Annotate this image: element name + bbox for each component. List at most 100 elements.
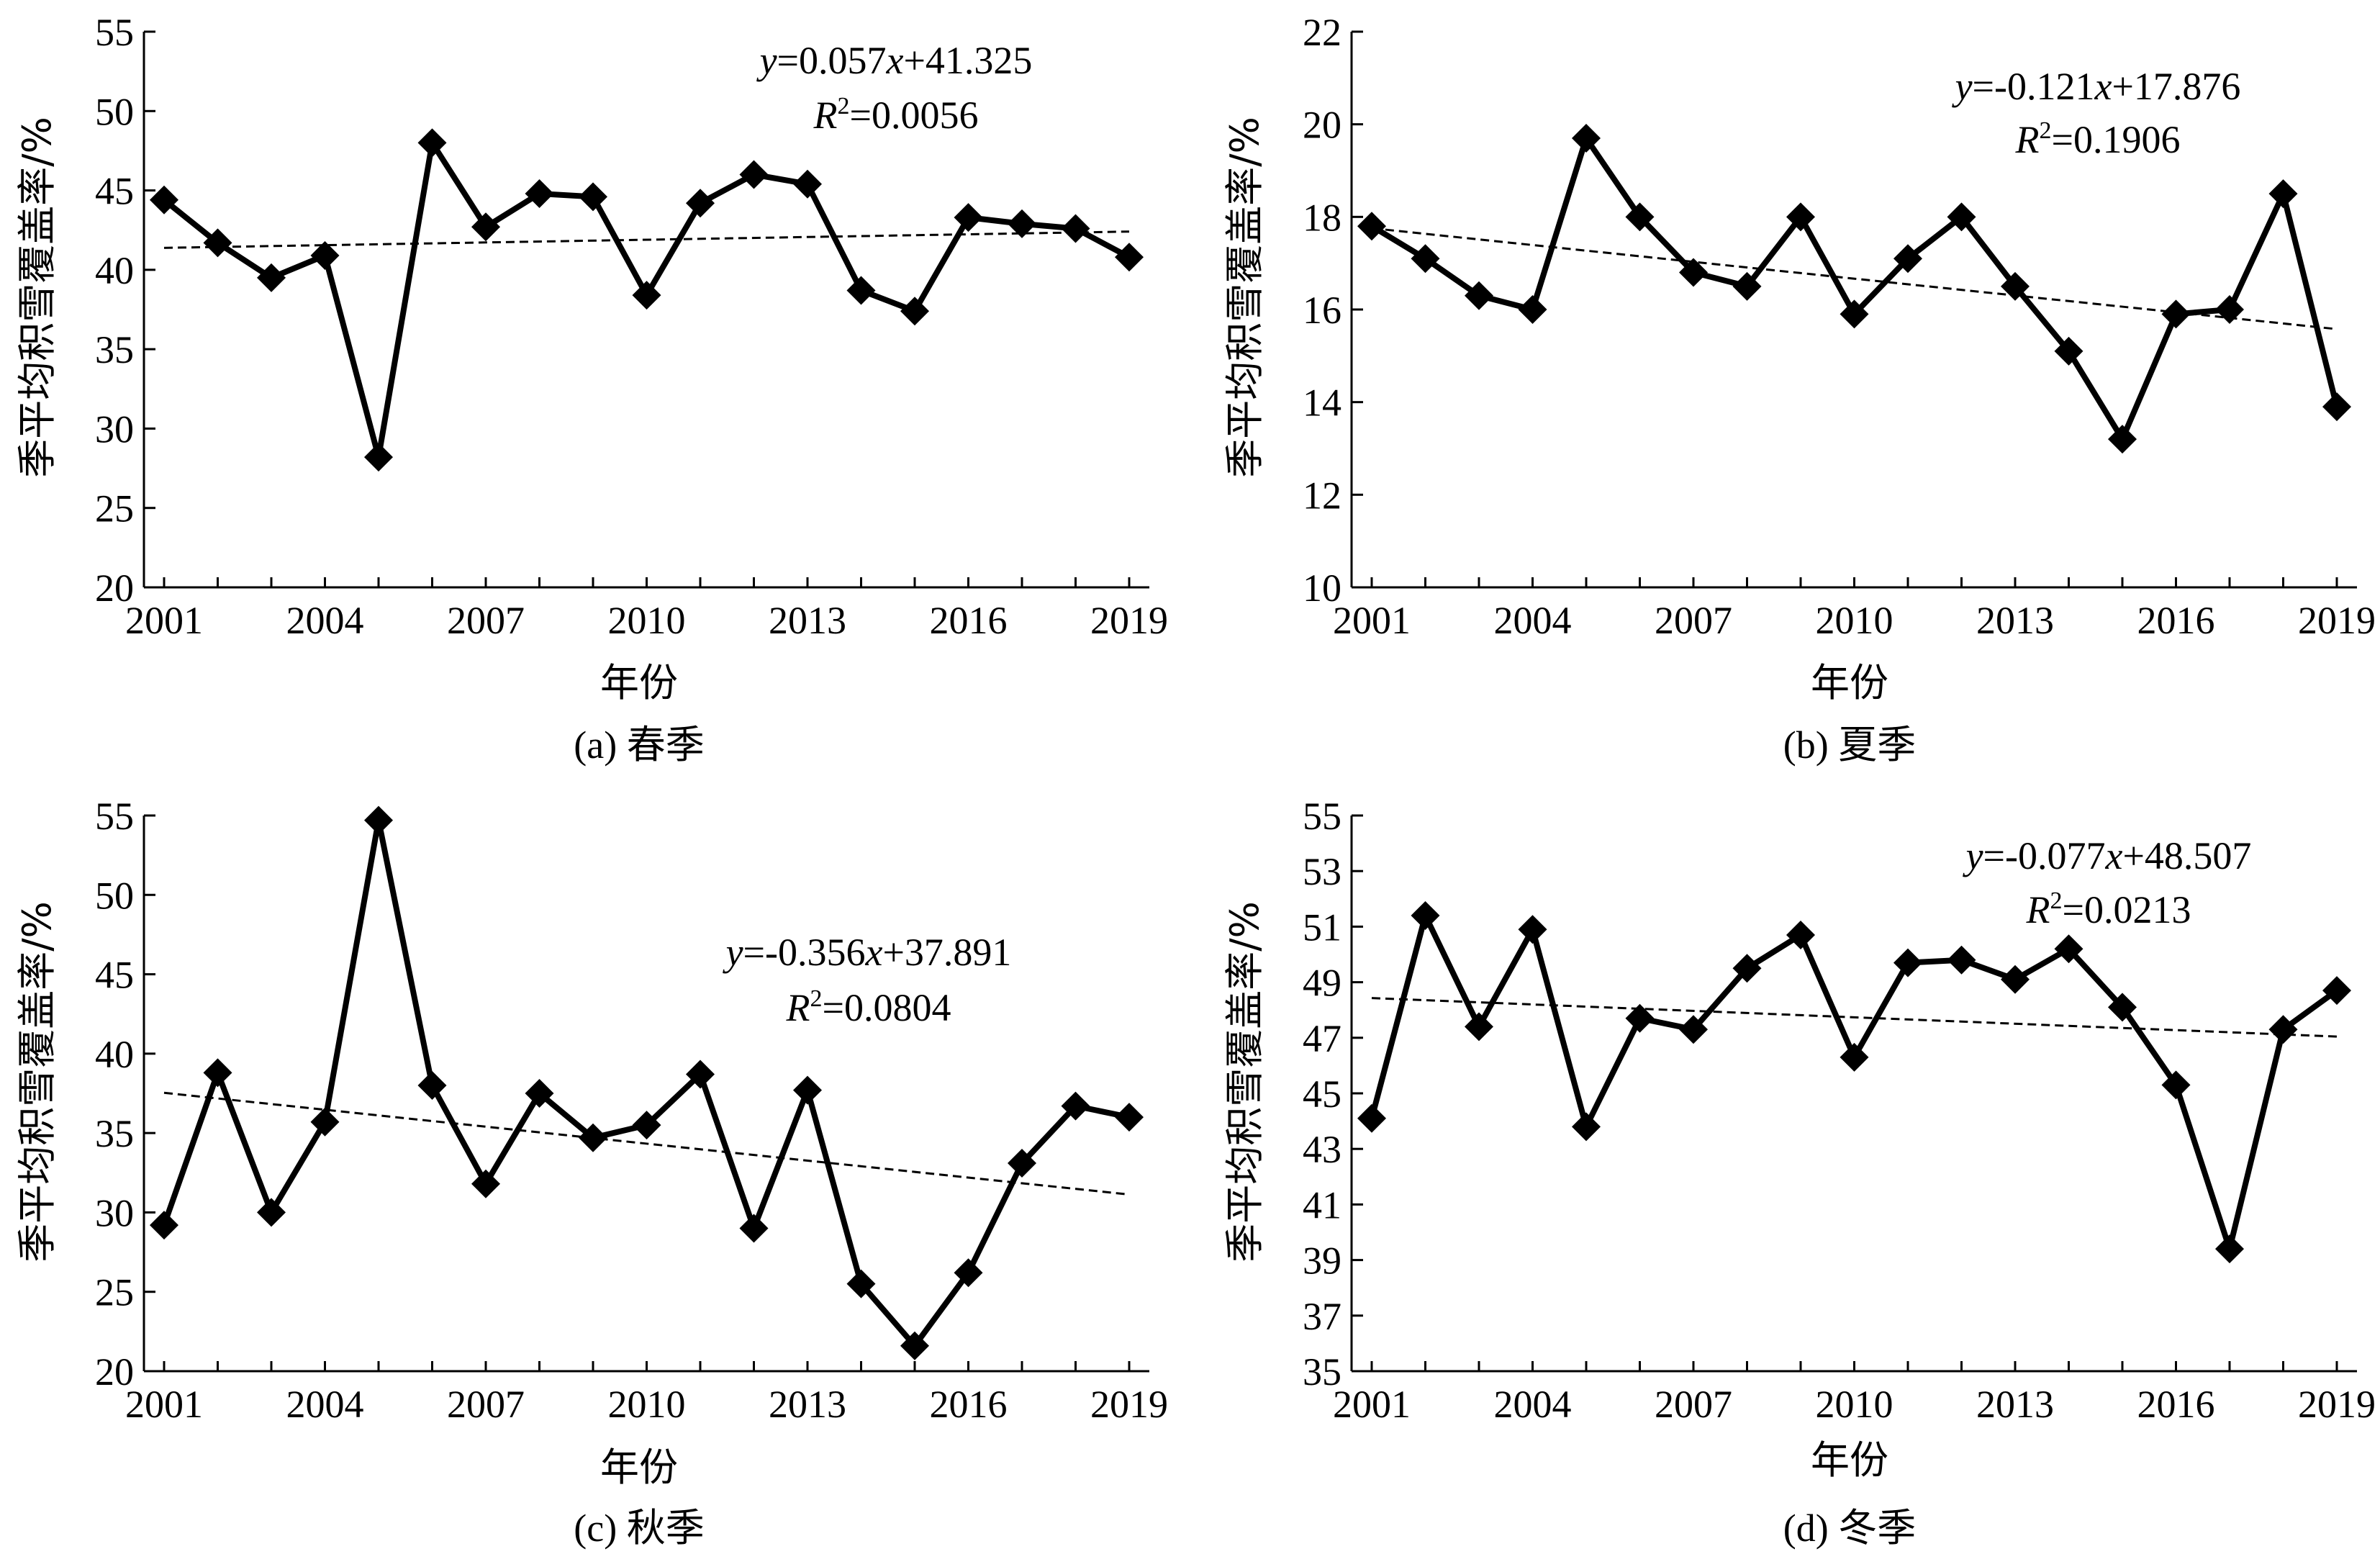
x-tick-label: 2019 bbox=[2298, 599, 2376, 642]
data-point-marker bbox=[417, 1070, 447, 1100]
y-tick-label: 45 bbox=[95, 954, 134, 997]
data-point-marker bbox=[1840, 1042, 1869, 1072]
x-tick-label: 2013 bbox=[1976, 1383, 2054, 1426]
data-point-marker bbox=[1465, 1012, 1493, 1042]
x-tick-label: 2013 bbox=[769, 1383, 846, 1426]
data-point-marker bbox=[1625, 202, 1655, 232]
x-tick-label: 2001 bbox=[1333, 1383, 1411, 1426]
data-point-marker bbox=[2001, 965, 2030, 994]
y-tick-label: 53 bbox=[1303, 850, 1341, 893]
data-point-marker bbox=[900, 1331, 929, 1360]
data-point-marker bbox=[310, 1107, 340, 1137]
panel-c: 20 25 30 35 40 45 50 55 2001 2004 2007 2010 2013 2016… bbox=[14, 795, 1168, 1550]
panel-c-plot: 20 25 30 35 40 45 50 55 2001 2004 2007 2010 2013 2016… bbox=[95, 795, 1168, 1426]
x-tick-label: 2004 bbox=[1494, 599, 1572, 642]
data-point-marker bbox=[525, 1079, 554, 1108]
data-point-marker bbox=[954, 203, 983, 232]
data-point-marker bbox=[1061, 214, 1090, 243]
data-point-marker bbox=[1357, 212, 1386, 241]
panel-c-y-axis-title: 季平均积雪覆盖率/% bbox=[14, 901, 60, 1262]
y-tick-label: 35 bbox=[95, 1112, 134, 1155]
panel-b-x-axis-title: 年份 bbox=[1811, 660, 1888, 705]
data-point-marker bbox=[1840, 299, 1869, 329]
x-tick-label: 2010 bbox=[1816, 599, 1893, 642]
data-point-marker bbox=[632, 1111, 661, 1140]
data-point-marker bbox=[1572, 1112, 1601, 1142]
y-tick-label: 50 bbox=[95, 874, 134, 917]
y-tick-label: 37 bbox=[1303, 1295, 1341, 1338]
y-tick-label: 14 bbox=[1303, 381, 1341, 425]
y-tick-label: 10 bbox=[1303, 566, 1341, 610]
x-tick-label: 2019 bbox=[1090, 1383, 1168, 1426]
data-point-marker bbox=[2268, 1015, 2298, 1044]
data-point-marker bbox=[2054, 934, 2083, 964]
panel-a-caption: (a) 春季 bbox=[574, 723, 704, 767]
y-tick-label: 20 bbox=[1303, 104, 1341, 147]
y-tick-label: 16 bbox=[1303, 289, 1341, 332]
y-tick-label: 25 bbox=[95, 1271, 134, 1314]
data-point-marker bbox=[1893, 244, 1922, 274]
x-tick-label: 2010 bbox=[608, 1383, 686, 1426]
panel-c-x-axis-title: 年份 bbox=[600, 1445, 678, 1490]
data-point-marker bbox=[364, 805, 393, 835]
y-tick-label: 55 bbox=[1303, 795, 1341, 838]
panel-a-equation: y=0.057x+41.325 bbox=[756, 39, 1033, 82]
panel-d-plot: 35 37 39 41 43 45 47 49 51 53 55 2001 2004 2007 2010 20… bbox=[1303, 795, 2376, 1426]
data-point-marker bbox=[2322, 976, 2351, 1006]
panel-b-plot: 10 12 14 16 18 20 22 2001 2004 2007 2010 2013 2016 20… bbox=[1303, 11, 2376, 642]
data-point-marker bbox=[2054, 336, 2083, 366]
data-point-marker bbox=[203, 1058, 232, 1088]
data-point-marker bbox=[846, 276, 876, 305]
y-tick-label: 12 bbox=[1303, 474, 1341, 517]
x-tick-label: 2007 bbox=[447, 599, 525, 642]
panel-b-r-squared: R2=0.1906 bbox=[2015, 117, 2181, 161]
x-tick-label: 2016 bbox=[2137, 1383, 2215, 1426]
data-point-marker bbox=[1008, 209, 1036, 238]
x-tick-label: 2007 bbox=[447, 1383, 525, 1426]
y-tick-label: 41 bbox=[1303, 1183, 1341, 1227]
data-point-marker bbox=[579, 182, 607, 212]
panel-b: 10 12 14 16 18 20 22 2001 2004 2007 2010 2013 2016 20… bbox=[1222, 11, 2376, 767]
data-point-marker bbox=[150, 1211, 178, 1240]
data-point-marker bbox=[793, 169, 822, 199]
panel-d-equation: y=-0.077x+48.507 bbox=[1963, 834, 2252, 877]
data-point-marker bbox=[1411, 244, 1440, 274]
panel-b-caption: (b) 夏季 bbox=[1783, 723, 1916, 767]
data-point-marker bbox=[1947, 945, 1976, 975]
data-line bbox=[1369, 913, 2339, 1252]
x-tick-label: 2016 bbox=[2137, 599, 2215, 642]
y-tick-label: 50 bbox=[95, 90, 134, 133]
data-point-marker bbox=[1411, 900, 1440, 930]
data-point-marker bbox=[2161, 1070, 2191, 1100]
x-tick-label: 2004 bbox=[286, 599, 364, 642]
data-point-marker bbox=[739, 160, 769, 189]
x-tick-label: 2016 bbox=[930, 599, 1008, 642]
data-point-marker bbox=[1008, 1149, 1036, 1178]
data-point-marker bbox=[1893, 948, 1922, 977]
data-point-marker bbox=[1115, 243, 1144, 272]
trend-line bbox=[163, 230, 1130, 249]
data-point-marker bbox=[1357, 1103, 1386, 1133]
data-point-marker bbox=[739, 1214, 769, 1243]
y-tick-label: 51 bbox=[1303, 905, 1341, 949]
panel-c-caption: (c) 秋季 bbox=[574, 1506, 704, 1550]
data-point-marker bbox=[954, 1258, 983, 1288]
x-tick-label: 2001 bbox=[125, 599, 203, 642]
data-point-marker bbox=[471, 1169, 500, 1198]
x-tick-label: 2007 bbox=[1655, 1383, 1732, 1426]
x-tick-label: 2007 bbox=[1655, 599, 1732, 642]
y-tick-label: 43 bbox=[1303, 1128, 1341, 1171]
data-point-marker bbox=[846, 1269, 876, 1298]
data-point-marker bbox=[471, 212, 500, 242]
y-tick-label: 55 bbox=[95, 795, 134, 838]
data-point-marker bbox=[2108, 425, 2137, 454]
data-point-marker bbox=[1679, 1015, 1708, 1044]
x-tick-label: 2010 bbox=[608, 599, 686, 642]
y-tick-label: 45 bbox=[1303, 1072, 1341, 1116]
y-tick-label: 20 bbox=[95, 566, 134, 610]
data-point-marker bbox=[900, 297, 929, 326]
y-tick-label: 40 bbox=[95, 1033, 134, 1076]
data-point-marker bbox=[364, 443, 393, 472]
panel-d-r-squared: R2=0.0213 bbox=[2026, 887, 2191, 931]
